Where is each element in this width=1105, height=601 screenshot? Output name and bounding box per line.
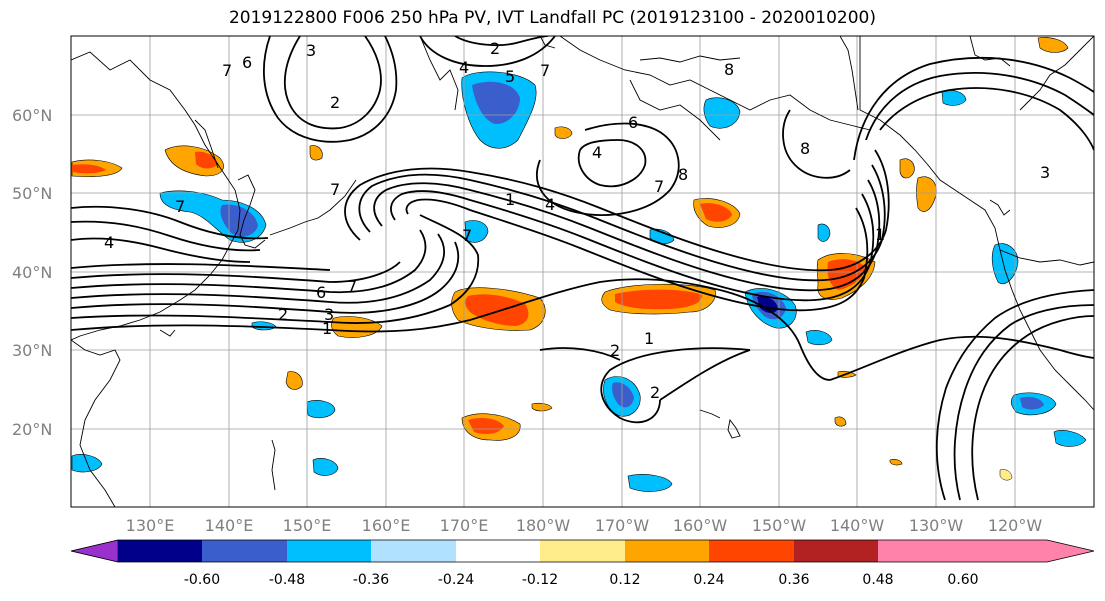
contour-label: 7 — [347, 277, 357, 296]
contour-label: 8 — [724, 60, 734, 79]
contour-label: 1 — [322, 319, 332, 338]
longitude-labels: 130°E 140°E 150°E 160°E 170°E 180°W 170°… — [126, 516, 1043, 535]
contour-label: 8 — [678, 165, 688, 184]
contour-label: 3 — [306, 41, 316, 60]
contour-label: 7 — [462, 226, 472, 245]
colorbar-segment — [287, 540, 372, 562]
contour-label: 2 — [278, 305, 288, 324]
colorbar-extend-high — [963, 540, 1094, 562]
lon-label: 140°E — [205, 516, 254, 535]
contour-label: 3 — [324, 305, 334, 324]
lon-label: 180°W — [516, 516, 571, 535]
contour-label: 2 — [650, 383, 660, 402]
contour-label: 4 — [459, 58, 469, 77]
lon-label: 160°W — [673, 516, 728, 535]
contour-labels: 2 2 3 7 6 4 5 7 8 6 4 7 8 8 7 1 4 7 4 7 — [104, 39, 1050, 402]
lat-label: 20°N — [12, 420, 52, 439]
lon-label: 140°W — [830, 516, 885, 535]
colorbar-segment — [371, 540, 456, 562]
contour-label: 4 — [104, 233, 114, 252]
contour-label: 4 — [545, 195, 555, 214]
lon-label: 150°E — [283, 516, 332, 535]
colorbar-outline — [70, 539, 1095, 563]
colorbar-tick-label: 0.24 — [693, 572, 724, 588]
lon-label: 170°W — [595, 516, 650, 535]
lat-label: 60°N — [12, 106, 52, 125]
colorbar-segment — [794, 540, 879, 562]
contour-label: 1 — [644, 329, 654, 348]
colorbar-segment — [202, 540, 287, 562]
colorbar-extend-low — [70, 539, 119, 563]
colorbar-segment — [456, 540, 541, 562]
map-background — [71, 36, 1094, 507]
colorbar-tick-label: -0.24 — [438, 572, 474, 588]
colorbar-tick-label: -0.48 — [269, 572, 305, 588]
colorbar: -0.60 -0.48 -0.36 -0.24 -0.12 0.12 0.24 … — [70, 539, 1095, 588]
colorbar-tick-label: -0.36 — [353, 572, 389, 588]
contour-label: 6 — [316, 283, 326, 302]
lat-label: 30°N — [12, 341, 52, 360]
latitude-labels: 60°N 50°N 40°N 30°N 20°N — [12, 106, 52, 439]
colorbar-tick-label: 0.12 — [609, 572, 640, 588]
colorbar-tick-label: -0.60 — [184, 572, 220, 588]
colorbar-segment — [709, 540, 794, 562]
contour-label: 5 — [505, 67, 515, 86]
lon-label: 120°W — [988, 516, 1043, 535]
contour-label: 2 — [610, 341, 620, 360]
colorbar-tick-label: 0.36 — [778, 572, 809, 588]
contour-label: 6 — [242, 53, 252, 72]
colorbar-tick-label: 0.60 — [947, 572, 978, 588]
colorbar-segment — [540, 540, 625, 562]
contour-label: 2 — [330, 93, 340, 112]
contour-label: 1 — [505, 190, 515, 209]
map-panel: 2 2 3 7 6 4 5 7 8 6 4 7 8 8 7 1 4 7 4 7 — [70, 35, 1095, 508]
lon-label: 160°E — [362, 516, 411, 535]
colorbar-tick-label: 0.48 — [862, 572, 893, 588]
contour-label: 8 — [800, 139, 810, 158]
lat-label: 50°N — [12, 184, 52, 203]
colorbar-ticks: -0.60 -0.48 -0.36 -0.24 -0.12 0.12 0.24 … — [184, 572, 979, 588]
map-frame — [70, 35, 1095, 508]
contour-label: 7 — [330, 180, 340, 199]
colorbar-segment — [878, 540, 963, 562]
contour-label: 7 — [222, 61, 232, 80]
contour-label: 6 — [628, 113, 638, 132]
colorbar-tick-label: -0.12 — [522, 572, 558, 588]
coastlines — [71, 36, 1094, 507]
contour-label: 7 — [175, 197, 185, 216]
lat-label: 40°N — [12, 263, 52, 282]
colorbar-segment — [625, 540, 710, 562]
lon-label: 130°W — [909, 516, 964, 535]
pv-shading — [71, 37, 1087, 492]
lon-label: 150°W — [752, 516, 807, 535]
colorbar-segment — [118, 540, 203, 562]
contour-label: 7 — [654, 177, 664, 196]
contour-label: 1 — [875, 225, 885, 244]
figure-title: 2019122800 F006 250 hPa PV, IVT Landfall… — [228, 8, 876, 28]
pv-contours — [71, 36, 1094, 501]
contour-label: 4 — [592, 143, 602, 162]
contour-label: 2 — [490, 39, 500, 58]
contour-label: 7 — [540, 61, 550, 80]
contour-label: 3 — [1040, 163, 1050, 182]
lon-label: 130°E — [126, 516, 175, 535]
lon-label: 170°E — [440, 516, 489, 535]
